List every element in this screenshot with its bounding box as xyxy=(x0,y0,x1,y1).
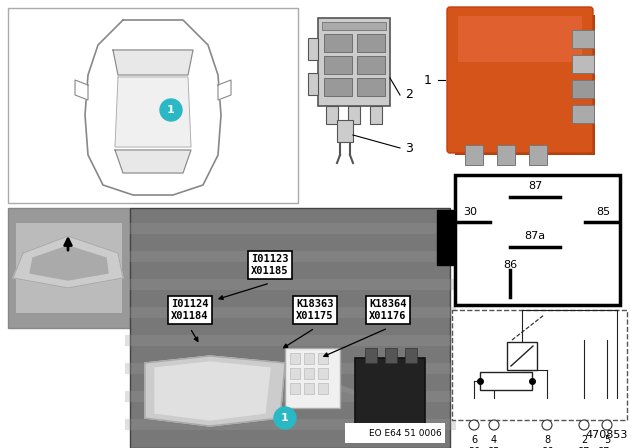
Text: 87a: 87a xyxy=(524,231,545,241)
Bar xyxy=(385,348,397,363)
Text: I01123
X01185: I01123 X01185 xyxy=(252,254,289,276)
Text: 87a: 87a xyxy=(598,447,616,448)
Polygon shape xyxy=(155,362,270,420)
Bar xyxy=(324,78,352,96)
Bar xyxy=(572,30,594,48)
Text: 87: 87 xyxy=(528,181,542,191)
Text: 30: 30 xyxy=(463,207,477,217)
Bar xyxy=(318,368,328,379)
Bar xyxy=(304,383,314,394)
Polygon shape xyxy=(75,80,88,100)
Text: 85: 85 xyxy=(596,207,610,217)
Text: 3: 3 xyxy=(405,142,413,155)
Bar xyxy=(304,368,314,379)
Bar xyxy=(452,310,627,420)
Text: K18364
X01176: K18364 X01176 xyxy=(369,299,407,321)
Bar xyxy=(304,353,314,364)
Bar xyxy=(357,78,385,96)
Bar xyxy=(285,348,340,408)
Bar xyxy=(357,56,385,74)
Bar xyxy=(308,73,318,95)
Polygon shape xyxy=(13,236,123,288)
Polygon shape xyxy=(30,246,108,280)
Bar xyxy=(290,368,300,379)
Bar xyxy=(290,383,300,394)
Bar xyxy=(318,18,390,106)
Polygon shape xyxy=(85,20,221,195)
Text: 6: 6 xyxy=(471,435,477,445)
FancyBboxPatch shape xyxy=(447,7,593,153)
Text: K18363
X01175: K18363 X01175 xyxy=(296,299,333,321)
Circle shape xyxy=(489,420,499,430)
Bar xyxy=(8,208,130,328)
Bar xyxy=(324,34,352,52)
Text: 2: 2 xyxy=(405,89,413,102)
Bar xyxy=(357,34,385,52)
Text: 8: 8 xyxy=(544,435,550,445)
Circle shape xyxy=(542,420,552,430)
Polygon shape xyxy=(115,77,191,147)
Bar xyxy=(455,15,595,155)
Bar xyxy=(405,348,417,363)
Circle shape xyxy=(160,99,182,121)
Circle shape xyxy=(602,420,612,430)
Bar xyxy=(324,56,352,74)
Bar xyxy=(572,55,594,73)
Polygon shape xyxy=(113,50,193,75)
Bar xyxy=(326,106,338,124)
Bar xyxy=(355,358,425,433)
Bar xyxy=(458,16,582,62)
Bar xyxy=(572,105,594,123)
Text: 86: 86 xyxy=(541,447,553,448)
Bar xyxy=(480,372,532,390)
Circle shape xyxy=(469,420,479,430)
Bar xyxy=(455,175,620,305)
Bar xyxy=(337,120,353,142)
Circle shape xyxy=(579,420,589,430)
Text: I01124
X01184: I01124 X01184 xyxy=(172,299,209,321)
Polygon shape xyxy=(218,80,231,100)
Bar xyxy=(318,383,328,394)
Bar xyxy=(348,106,360,124)
Bar xyxy=(308,38,318,60)
Text: 4: 4 xyxy=(491,435,497,445)
Text: 85: 85 xyxy=(488,447,500,448)
Bar xyxy=(130,208,450,448)
Bar xyxy=(437,210,455,265)
Bar xyxy=(465,145,483,165)
Text: 87: 87 xyxy=(578,447,590,448)
Bar xyxy=(8,8,298,203)
Bar xyxy=(572,80,594,98)
Text: EO E64 51 0006: EO E64 51 0006 xyxy=(369,428,442,438)
Bar xyxy=(370,106,382,124)
Text: 1: 1 xyxy=(167,105,175,115)
Bar xyxy=(507,342,537,370)
Text: 1: 1 xyxy=(424,73,432,86)
Text: 30: 30 xyxy=(468,447,480,448)
Bar xyxy=(365,348,377,363)
Text: 86: 86 xyxy=(503,260,517,270)
Bar xyxy=(345,423,445,443)
Circle shape xyxy=(274,407,296,429)
Bar xyxy=(497,145,515,165)
Polygon shape xyxy=(115,150,191,173)
Bar xyxy=(290,353,300,364)
Text: 2: 2 xyxy=(581,435,587,445)
Text: 1: 1 xyxy=(281,413,289,423)
Text: 5: 5 xyxy=(604,435,610,445)
Bar xyxy=(322,22,386,30)
Bar xyxy=(16,223,122,313)
Polygon shape xyxy=(145,356,285,426)
Text: 470853: 470853 xyxy=(586,430,628,440)
Bar xyxy=(318,353,328,364)
Bar xyxy=(529,145,547,165)
